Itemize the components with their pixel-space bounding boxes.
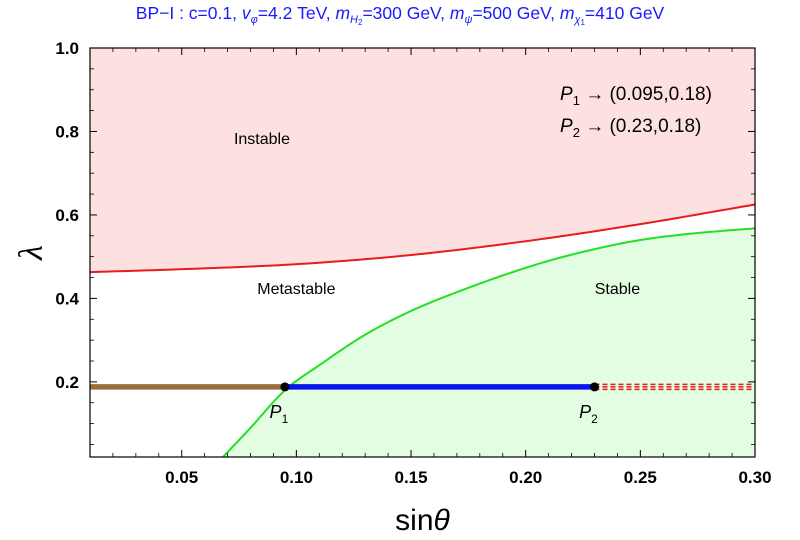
region-label-metastable: Metastable bbox=[257, 281, 335, 298]
x-axis-label: sinθ bbox=[395, 504, 450, 537]
x-axis-label-symbol: θ bbox=[434, 504, 451, 537]
stability-boundary-curve bbox=[222, 227, 756, 458]
legend-entry-subscript: 2 bbox=[573, 125, 580, 140]
chart-title: BP−I : c=0.1, vφ=4.2 TeV, mH2=300 GeV, m… bbox=[0, 3, 800, 27]
title-mpsi-subscript: ψ bbox=[464, 14, 473, 26]
region-label-instable: Instable bbox=[234, 131, 290, 148]
title-mh-value: =300 GeV, bbox=[362, 3, 450, 23]
legend-entry-subscript: 1 bbox=[573, 93, 580, 108]
point-p1 bbox=[280, 382, 290, 392]
point-label-symbol: P bbox=[270, 402, 282, 422]
instable-region bbox=[90, 48, 755, 273]
title-mchi-symbol: m bbox=[559, 3, 575, 23]
point-label-subscript: 2 bbox=[591, 412, 598, 426]
title-v-symbol: v bbox=[241, 3, 251, 23]
title-v-value: =4.2 TeV, bbox=[257, 3, 336, 23]
point-label-p1: P1 bbox=[270, 402, 289, 426]
x-tick-label: 0.20 bbox=[509, 468, 542, 487]
y-tick-label: 0.6 bbox=[55, 206, 79, 225]
x-tick-label: 0.10 bbox=[280, 468, 313, 487]
x-tick-label: 0.30 bbox=[738, 468, 771, 487]
title-mchi-subsubscript: 1 bbox=[580, 18, 585, 27]
point-label-subscript: 1 bbox=[282, 412, 289, 426]
x-tick-label: 0.05 bbox=[165, 468, 198, 487]
legend-entry-symbol: P bbox=[560, 116, 573, 137]
point-label-p2: P2 bbox=[579, 402, 598, 426]
legend-entry-symbol: P bbox=[560, 84, 573, 105]
instability-boundary-curve bbox=[89, 203, 756, 274]
point-p2 bbox=[589, 382, 599, 392]
x-tick-label: 0.25 bbox=[624, 468, 657, 487]
title-prefix: BP−I : c=0.1, bbox=[135, 3, 242, 23]
y-axis-label: λ bbox=[13, 245, 50, 261]
legend-entry-1: P1 → (0.095,0.18) bbox=[560, 84, 712, 108]
legend-entry-value: → (0.23,0.18) bbox=[580, 116, 701, 137]
title-mpsi-symbol: m bbox=[449, 3, 465, 23]
plot-frame bbox=[89, 47, 756, 458]
title-mh-symbol: m bbox=[335, 3, 351, 23]
stable-region bbox=[223, 228, 755, 457]
title-mpsi-value: =500 GeV, bbox=[472, 3, 560, 23]
region-label-stable: Stable bbox=[595, 281, 640, 298]
title-mh-subsubscript: 2 bbox=[357, 18, 363, 27]
title-mchi-subscript: χ bbox=[574, 14, 581, 26]
x-tick-label: 0.15 bbox=[394, 468, 427, 487]
title-mh-subscript: H bbox=[350, 14, 358, 26]
y-tick-label: 0.4 bbox=[55, 289, 79, 308]
point-label-symbol: P bbox=[579, 402, 591, 422]
y-tick-label: 1.0 bbox=[55, 39, 79, 58]
x-axis-label-text: sin bbox=[395, 504, 433, 537]
y-tick-label: 0.8 bbox=[55, 122, 79, 141]
legend-entry-2: P2 → (0.23,0.18) bbox=[560, 116, 701, 140]
title-v-subscript: φ bbox=[250, 14, 258, 26]
title-mchi-value: =410 GeV bbox=[584, 3, 665, 23]
legend-entry-value: → (0.095,0.18) bbox=[580, 84, 712, 105]
y-tick-label: 0.2 bbox=[55, 373, 79, 392]
